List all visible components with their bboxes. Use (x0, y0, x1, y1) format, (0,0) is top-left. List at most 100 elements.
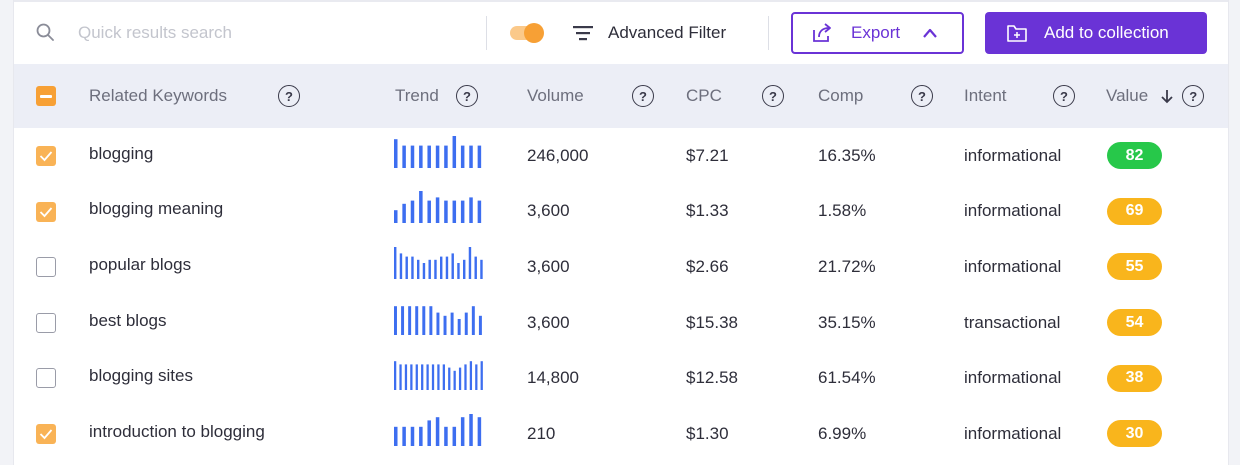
column-header-cpc[interactable]: CPC (686, 64, 722, 128)
help-icon[interactable]: ? (632, 85, 654, 107)
intent-value: informational (964, 145, 1062, 165)
trend-bar (427, 420, 431, 446)
row-checkbox[interactable] (36, 146, 56, 166)
export-button[interactable]: Export (791, 12, 964, 54)
value-score-badge: 55 (1107, 253, 1162, 281)
advanced-filter-button[interactable]: Advanced Filter (572, 16, 726, 50)
trend-bar (442, 364, 445, 391)
keyword-link[interactable]: blogging sites (89, 366, 193, 386)
keyword-link[interactable]: blogging (89, 143, 154, 163)
help-icon[interactable]: ? (278, 85, 300, 107)
trend-bar (402, 145, 406, 168)
trend-bar (452, 426, 457, 446)
trend-bar (394, 361, 397, 391)
row-checkbox[interactable] (36, 257, 56, 278)
row-checkbox[interactable] (36, 312, 56, 333)
table-row: blogging meaning 3,600 $1.33 1.58% informati… (14, 183, 1228, 240)
keyword-link[interactable]: introduction to blogging (89, 421, 265, 441)
column-header-keyword[interactable]: Related Keywords (89, 64, 227, 128)
folder-add-icon (1007, 25, 1027, 42)
sort-down-icon[interactable] (1160, 88, 1174, 104)
intent-value: informational (964, 368, 1062, 388)
trend-bar (419, 191, 423, 224)
results-toggle[interactable] (510, 20, 546, 46)
trend-bar (410, 364, 413, 391)
column-header-trend[interactable]: Trend (395, 64, 439, 128)
value-score-badge: 30 (1107, 420, 1162, 448)
column-label: Value (1106, 86, 1149, 105)
quick-search-input[interactable] (78, 18, 458, 48)
column-header-value[interactable]: Value ? (1106, 64, 1205, 128)
trend-bar (415, 364, 418, 391)
trend-bar (429, 305, 433, 335)
value-cell: 82 (1107, 128, 1162, 184)
volume-value: 14,800 (527, 368, 579, 388)
row-checkbox[interactable] (36, 424, 56, 444)
help-icon[interactable]: ? (762, 85, 784, 107)
keyword-link[interactable]: best blogs (89, 310, 167, 330)
trend-bar (435, 197, 440, 224)
trend-bar (426, 364, 429, 391)
column-label: Intent (964, 86, 1007, 105)
check-icon (39, 151, 53, 162)
trend-bar (422, 305, 426, 335)
chevron-up-icon (923, 28, 937, 38)
toolbar-divider (768, 16, 769, 50)
help-icon[interactable]: ? (1053, 85, 1075, 107)
cpc-value: $1.33 (686, 201, 729, 221)
trend-bar (402, 426, 406, 446)
help-keyword[interactable]: ? (278, 64, 300, 128)
comp-value: 35.15% (818, 312, 876, 332)
column-label: Trend (395, 86, 439, 105)
column-label: Volume (527, 86, 584, 105)
intent-value: informational (964, 423, 1062, 443)
trend-sparkline (394, 180, 486, 236)
search-icon (36, 23, 54, 41)
help-cpc[interactable]: ? (762, 64, 784, 128)
column-label: Comp (818, 86, 864, 105)
trend-bar (477, 145, 482, 168)
trend-bar (480, 361, 483, 391)
trend-bar (401, 305, 405, 335)
row-checkbox[interactable] (36, 201, 56, 222)
top-divider (14, 0, 1228, 2)
cpc-value: $12.58 (686, 368, 738, 388)
comp-value: 21.72% (818, 256, 876, 276)
trend-bar (464, 312, 468, 335)
trend-bar (436, 312, 440, 335)
intent-value: informational (964, 256, 1062, 276)
add-to-collection-button[interactable]: Add to collection (985, 12, 1207, 54)
trend-bar (394, 246, 397, 279)
trend-bar (415, 305, 419, 335)
trend-bar (419, 426, 423, 446)
trend-bar (471, 305, 475, 335)
keyword-link[interactable]: popular blogs (89, 254, 192, 274)
trend-bar (394, 138, 398, 168)
help-comp[interactable]: ? (911, 64, 933, 128)
value-score-badge: 54 (1107, 309, 1162, 337)
volume-value: 246,000 (527, 145, 589, 165)
help-icon[interactable]: ? (456, 85, 478, 107)
trend-bar (480, 259, 483, 279)
trend-bar (411, 256, 414, 279)
table-row: popular blogs 3,600 $2.66 21.72% information… (14, 239, 1228, 295)
column-header-intent[interactable]: Intent (964, 64, 1007, 128)
comp-value: 6.99% (818, 423, 867, 443)
help-icon[interactable]: ? (1182, 85, 1205, 107)
help-intent[interactable]: ? (1053, 64, 1075, 128)
keyword-link[interactable]: blogging meaning (89, 199, 224, 219)
help-icon[interactable]: ? (911, 85, 933, 107)
help-volume[interactable]: ? (632, 64, 654, 128)
trend-bar (457, 318, 461, 335)
select-all-checkbox[interactable] (36, 86, 56, 106)
volume-value: 3,600 (527, 256, 570, 276)
help-trend[interactable]: ? (456, 64, 478, 128)
column-header-comp[interactable]: Comp (818, 64, 863, 128)
trend-bar (477, 200, 482, 224)
column-header-volume[interactable]: Volume (527, 64, 584, 128)
add-to-collection-label: Add to collection (1044, 23, 1169, 42)
row-checkbox[interactable] (36, 368, 56, 389)
trend-bar (450, 312, 454, 335)
trend-bar (410, 200, 415, 224)
volume-value: 3,600 (527, 201, 570, 221)
